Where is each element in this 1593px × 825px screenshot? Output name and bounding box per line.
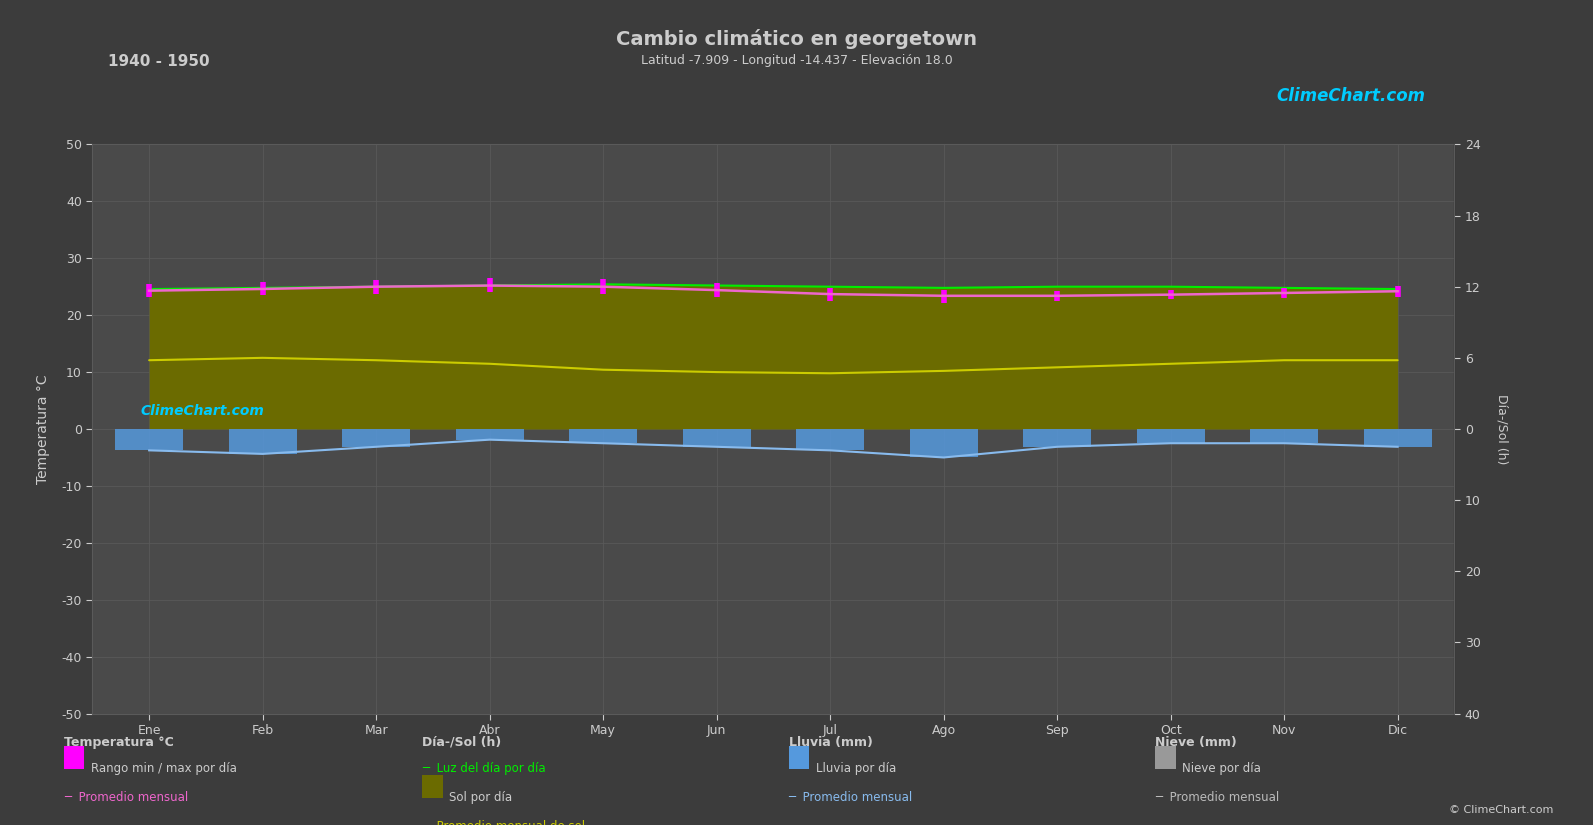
Text: ─  Luz del día por día: ─ Luz del día por día: [422, 762, 546, 776]
Bar: [1023, 429, 1091, 447]
Bar: [229, 429, 296, 454]
Text: Nieve (mm): Nieve (mm): [1155, 736, 1236, 749]
Bar: [456, 429, 524, 440]
Bar: [796, 429, 865, 450]
Bar: [1251, 429, 1319, 443]
Text: Lluvia por día: Lluvia por día: [816, 762, 895, 776]
Text: Sol por día: Sol por día: [449, 791, 513, 804]
Text: ─  Promedio mensual: ─ Promedio mensual: [789, 791, 913, 804]
Text: ClimeChart.com: ClimeChart.com: [1276, 87, 1426, 105]
Text: Nieve por día: Nieve por día: [1182, 762, 1262, 776]
Bar: [910, 429, 978, 457]
Y-axis label: Día-/Sol (h): Día-/Sol (h): [1496, 394, 1509, 464]
Bar: [1137, 429, 1204, 443]
Bar: [115, 429, 183, 450]
Text: © ClimeChart.com: © ClimeChart.com: [1448, 805, 1553, 815]
Bar: [683, 429, 750, 447]
Text: Rango min / max por día: Rango min / max por día: [91, 762, 237, 776]
Text: ─  Promedio mensual de sol: ─ Promedio mensual de sol: [422, 820, 585, 825]
Text: ─  Promedio mensual: ─ Promedio mensual: [1155, 791, 1279, 804]
Bar: [1364, 429, 1432, 447]
Text: 1940 - 1950: 1940 - 1950: [108, 54, 210, 68]
Bar: [569, 429, 637, 443]
Text: Temperatura °C: Temperatura °C: [64, 736, 174, 749]
Text: Lluvia (mm): Lluvia (mm): [789, 736, 873, 749]
Bar: [342, 429, 411, 447]
Text: ─  Promedio mensual: ─ Promedio mensual: [64, 791, 188, 804]
Text: Latitud -7.909 - Longitud -14.437 - Elevación 18.0: Latitud -7.909 - Longitud -14.437 - Elev…: [640, 54, 953, 67]
Text: Día-/Sol (h): Día-/Sol (h): [422, 736, 502, 749]
Text: ClimeChart.com: ClimeChart.com: [140, 404, 264, 418]
Text: Cambio climático en georgetown: Cambio climático en georgetown: [616, 29, 977, 49]
Y-axis label: Temperatura °C: Temperatura °C: [37, 375, 51, 483]
